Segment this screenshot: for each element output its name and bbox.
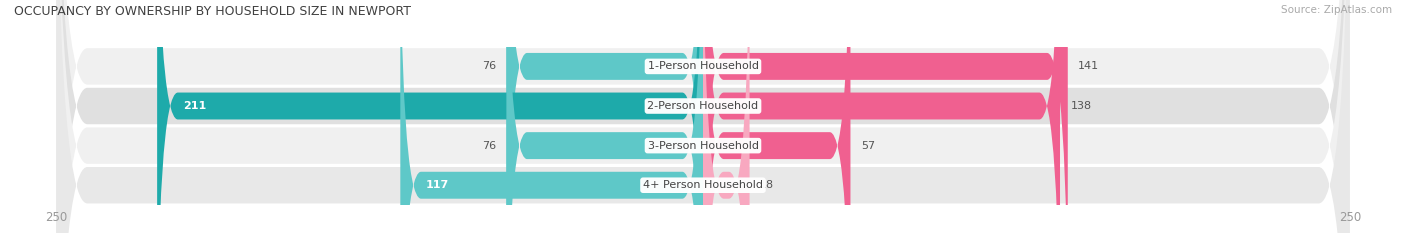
FancyBboxPatch shape [157,0,703,233]
Text: 57: 57 [860,141,875,151]
Text: 2-Person Household: 2-Person Household [647,101,759,111]
FancyBboxPatch shape [56,0,1350,233]
Text: 138: 138 [1070,101,1091,111]
Text: 4+ Person Household: 4+ Person Household [643,180,763,190]
FancyBboxPatch shape [56,0,1350,233]
Text: 18: 18 [759,180,775,190]
FancyBboxPatch shape [56,0,1350,233]
FancyBboxPatch shape [401,0,703,233]
Text: 76: 76 [482,62,496,71]
Text: 141: 141 [1078,62,1099,71]
Text: OCCUPANCY BY OWNERSHIP BY HOUSEHOLD SIZE IN NEWPORT: OCCUPANCY BY OWNERSHIP BY HOUSEHOLD SIZE… [14,5,411,18]
Text: 211: 211 [183,101,207,111]
FancyBboxPatch shape [56,0,1350,233]
Text: 117: 117 [426,180,450,190]
Text: Source: ZipAtlas.com: Source: ZipAtlas.com [1281,5,1392,15]
Text: 1-Person Household: 1-Person Household [648,62,758,71]
FancyBboxPatch shape [506,0,703,233]
FancyBboxPatch shape [703,0,1060,233]
Text: 76: 76 [482,141,496,151]
FancyBboxPatch shape [506,0,703,233]
Text: 3-Person Household: 3-Person Household [648,141,758,151]
FancyBboxPatch shape [703,0,749,233]
FancyBboxPatch shape [703,0,851,233]
FancyBboxPatch shape [703,0,1067,233]
